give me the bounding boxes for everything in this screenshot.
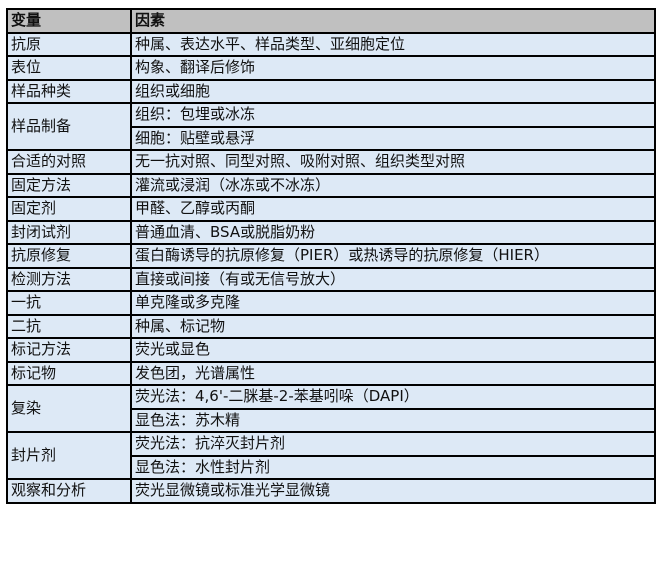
table-row: 检测方法 直接或间接（有或无信号放大） [6,266,656,292]
factor-cell: 直接或间接（有或无信号放大） [130,266,656,292]
variable-cell: 观察和分析 [6,478,132,504]
table-row: 标记方法 荧光或显色 [6,337,656,363]
table-row: 一抗 单克隆或多克隆 [6,290,656,316]
table-row: 显色法：水性封片剂 [7,454,656,480]
factor-cell: 显色法：苏木精 [130,407,656,433]
variable-cell: 固定剂 [6,196,132,222]
factor-cell: 种属、标记物 [130,313,656,339]
variable-cell: 样品种类 [6,78,132,104]
table-row: 复染 荧光法：4,6'-二脒基-2-苯基吲哚（DAPI） [6,384,656,433]
table-row: 抗原 种属、表达水平、样品类型、亚细胞定位 [6,31,656,57]
variable-cell: 检测方法 [6,266,132,292]
header-variable: 变量 [6,8,132,34]
factor-cell: 发色团，光谱属性 [130,360,656,386]
variable-cell: 表位 [6,55,132,81]
variable-cell: 标记物 [6,360,132,386]
variable-cell: 抗原 [6,31,132,57]
header-row: 变量 因素 [6,8,656,34]
factor-cell: 荧光法：4,6'-二脒基-2-苯基吲哚（DAPI） [130,384,656,410]
table-row: 表位 构象、翻译后修饰 [6,55,656,81]
factor-cell: 荧光或显色 [130,337,656,363]
table-row: 固定方法 灌流或浸润（冰冻或不冰冻） [6,172,656,198]
variable-cell: 二抗 [6,313,132,339]
factor-cell: 普通血清、BSA或脱脂奶粉 [130,219,656,245]
table-row: 抗原修复 蛋白酶诱导的抗原修复（PIER）或热诱导的抗原修复（HIER） [6,243,656,269]
variable-cell: 标记方法 [6,337,132,363]
variable-cell: 固定方法 [6,172,132,198]
header-factor: 因素 [130,8,656,34]
table-row: 二抗 种属、标记物 [6,313,656,339]
factor-cell: 显色法：水性封片剂 [130,454,656,480]
factor-cell: 蛋白酶诱导的抗原修复（PIER）或热诱导的抗原修复（HIER） [130,243,656,269]
factor-cell: 荧光显微镜或标准光学显微镜 [130,478,656,504]
table-row: 固定剂 甲醛、乙醇或丙酮 [6,196,656,222]
factor-cell: 细胞：贴壁或悬浮 [130,125,656,151]
factor-cell: 组织或细胞 [130,78,656,104]
variable-cell: 封片剂 [6,431,132,480]
variable-cell: 抗原修复 [6,243,132,269]
table-row: 样品制备 组织：包埋或冰冻 [6,102,656,151]
factor-cell: 无一抗对照、同型对照、吸附对照、组织类型对照 [130,149,656,175]
factor-cell: 甲醛、乙醇或丙酮 [130,196,656,222]
variables-table: 变量 因素 抗原 种属、表达水平、样品类型、亚细胞定位 表位 构象、翻译后修饰 样品种类… [6,8,656,504]
factor-cell: 荧光法：抗淬灭封片剂 [130,431,656,457]
factor-cell: 灌流或浸润（冰冻或不冰冻） [130,172,656,198]
factor-cell: 组织：包埋或冰冻 [130,102,656,128]
table-row: 观察和分析 荧光显微镜或标准光学显微镜 [6,478,656,504]
variable-cell: 样品制备 [6,102,132,151]
table-row: 合适的对照 无一抗对照、同型对照、吸附对照、组织类型对照 [6,149,656,175]
factor-cell: 种属、表达水平、样品类型、亚细胞定位 [130,31,656,57]
factor-cell: 构象、翻译后修饰 [130,55,656,81]
factor-cell: 单克隆或多克隆 [130,290,656,316]
variable-cell: 复染 [6,384,132,433]
variable-cell: 一抗 [6,290,132,316]
variable-cell: 合适的对照 [6,149,132,175]
table-row: 封闭试剂 普通血清、BSA或脱脂奶粉 [6,219,656,245]
table-row: 细胞：贴壁或悬浮 [7,125,656,151]
variable-cell: 封闭试剂 [6,219,132,245]
table-row: 样品种类 组织或细胞 [6,78,656,104]
table-row: 标记物 发色团，光谱属性 [6,360,656,386]
table-row: 封片剂 荧光法：抗淬灭封片剂 [6,431,656,480]
